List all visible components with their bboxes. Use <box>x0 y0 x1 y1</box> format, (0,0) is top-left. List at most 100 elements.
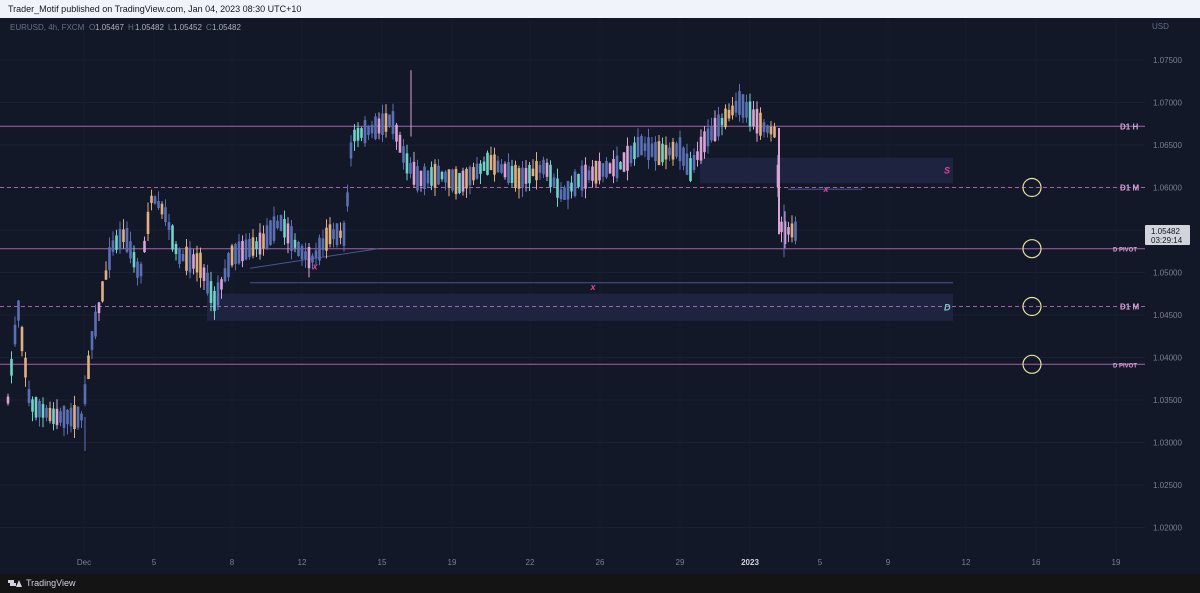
candle <box>458 172 461 195</box>
candle <box>783 211 787 249</box>
price-chart[interactable]: S D D1 H D1 M D PIVOT D1 M D PIVOT x x x 1.0750… <box>0 18 1200 574</box>
level-label: D1 M <box>1120 303 1139 312</box>
candle <box>671 137 675 166</box>
candle <box>528 162 531 192</box>
candle <box>83 375 87 407</box>
candle <box>143 236 146 253</box>
candle <box>160 201 164 220</box>
candle <box>661 137 664 166</box>
candle <box>517 165 521 199</box>
candle <box>10 351 13 384</box>
zone-d <box>207 293 953 321</box>
candle <box>157 191 160 210</box>
candle <box>503 161 507 180</box>
candle <box>419 170 423 192</box>
candle <box>416 159 419 193</box>
price-axis-label: 1.07000 <box>1153 99 1182 108</box>
candle <box>724 104 727 130</box>
candle <box>626 137 629 181</box>
last-price-tag: 1.05482 03:29:14 <box>1145 225 1190 245</box>
candle <box>80 411 83 428</box>
candle <box>706 119 710 154</box>
candle <box>689 151 692 183</box>
published-banner: Trader_Motif published on TradingView.co… <box>0 0 1200 18</box>
candle <box>692 148 696 173</box>
candle <box>685 143 689 176</box>
candle <box>311 253 314 270</box>
candle <box>584 157 587 199</box>
candle <box>514 160 517 192</box>
price-axis-label: 1.03500 <box>1153 396 1182 405</box>
candle <box>573 169 577 198</box>
price-axis-label: 1.06500 <box>1153 141 1182 150</box>
candle <box>682 146 685 171</box>
candle <box>199 247 202 288</box>
candle <box>272 206 276 244</box>
candle <box>283 210 286 245</box>
legend-o-label: O <box>89 23 95 32</box>
candle <box>38 398 41 427</box>
time-axis-label: 19 <box>1112 558 1121 567</box>
candle <box>328 217 332 248</box>
price-axis-label: 1.02000 <box>1153 524 1182 533</box>
countdown-value: 03:29:14 <box>1151 236 1183 245</box>
time-axis-label: 15 <box>378 558 387 567</box>
time-axis-label: 8 <box>230 558 235 567</box>
candle <box>479 160 482 185</box>
candle <box>622 152 626 173</box>
level-circle <box>1022 354 1042 374</box>
trend-line <box>249 248 379 269</box>
legend-symbol: EURUSD, 4h, FXCM <box>10 23 85 32</box>
candle <box>549 160 552 193</box>
currency-label: USD <box>1152 22 1169 31</box>
candle <box>202 263 206 290</box>
candle <box>171 224 174 252</box>
candle <box>591 159 594 188</box>
candle <box>293 233 297 253</box>
candle <box>286 217 290 254</box>
footer-bar: TradingView <box>0 574 1200 593</box>
candle <box>780 216 783 243</box>
candle <box>640 133 643 156</box>
candle <box>384 104 388 138</box>
candle <box>185 238 188 276</box>
candle <box>227 251 230 282</box>
candle <box>178 247 181 269</box>
candle <box>90 330 94 360</box>
candle <box>13 316 17 347</box>
candle <box>97 301 101 321</box>
candle <box>125 221 129 254</box>
price-axis-label: 1.05000 <box>1153 269 1182 278</box>
candle <box>612 150 615 184</box>
candle <box>45 404 48 422</box>
candle <box>139 261 143 284</box>
candle <box>234 242 237 271</box>
candle <box>710 117 713 143</box>
candle <box>395 122 398 150</box>
level-label: D PIVOT <box>1113 363 1137 369</box>
candle <box>521 161 524 197</box>
candle <box>734 92 738 117</box>
candle <box>132 245 136 273</box>
candle <box>552 173 556 188</box>
candle <box>472 162 475 186</box>
chart-area[interactable]: S D D1 H D1 M D PIVOT D1 M D PIVOT x x x 1.0750… <box>0 18 1200 574</box>
candle <box>62 405 66 437</box>
candle <box>402 139 405 170</box>
candle <box>318 234 321 266</box>
legend-o-value: 1.05467 <box>95 23 124 32</box>
time-axis-label: 5 <box>152 558 157 567</box>
candle <box>699 129 703 164</box>
candle <box>223 259 227 283</box>
tradingview-logo[interactable]: TradingView <box>8 574 76 593</box>
candle <box>258 223 262 260</box>
published-text: Trader_Motif published on TradingView.co… <box>8 4 302 14</box>
candle <box>146 202 150 241</box>
price-axis-label: 1.04500 <box>1153 311 1182 320</box>
candle <box>440 170 444 182</box>
candle <box>101 281 104 303</box>
candle <box>717 107 720 141</box>
level-label: D1 M <box>1120 184 1139 193</box>
candle <box>339 222 342 245</box>
candle <box>150 189 153 211</box>
